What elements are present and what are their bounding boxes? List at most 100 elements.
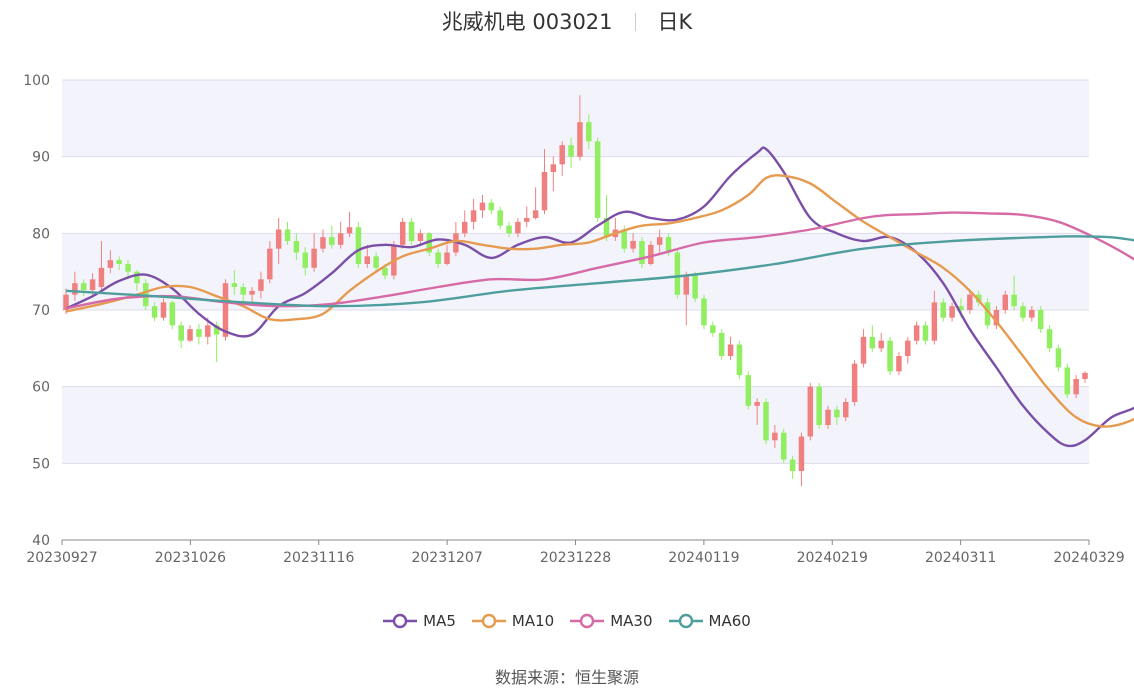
candle-body — [1064, 367, 1071, 395]
legend-label: MA30 — [610, 612, 653, 630]
candle-body — [284, 229, 291, 241]
candle-body — [834, 409, 840, 418]
legend-item-ma5[interactable]: MA5 — [383, 612, 456, 630]
candle-body — [922, 325, 929, 341]
candle-body — [222, 283, 229, 337]
candle-body — [311, 248, 317, 268]
candle-body — [683, 275, 690, 295]
candle-body — [515, 221, 521, 234]
candle-body — [506, 225, 512, 234]
candle-group — [63, 95, 1088, 487]
candle-body — [151, 306, 158, 318]
legend-item-ma30[interactable]: MA30 — [570, 612, 653, 630]
y-tick-label: 60 — [32, 380, 50, 396]
candle-body — [426, 233, 433, 253]
candle-body — [435, 252, 441, 264]
candle-body — [249, 290, 255, 295]
candle-body — [789, 459, 796, 471]
candle-body — [869, 336, 876, 349]
candle-body — [639, 241, 645, 264]
legend: MA5 MA10 MA30 MA60 — [0, 612, 1134, 633]
candle-body — [754, 402, 760, 406]
candle-body — [302, 252, 308, 268]
x-tick-label: 20231207 — [411, 550, 482, 566]
candle-body — [816, 386, 822, 425]
source-label: 数据来源： — [494, 668, 575, 687]
legend-marker-icon — [383, 613, 418, 629]
title-separator — [634, 13, 636, 31]
chart-title: 兆威机电 003021 日K — [0, 6, 1134, 36]
candle-body — [958, 306, 964, 310]
candle-body — [896, 356, 902, 372]
y-tick-label: 80 — [32, 226, 50, 242]
candle-body — [89, 279, 96, 291]
candle-body — [417, 233, 424, 241]
candle-body — [169, 302, 176, 326]
candle-body — [931, 302, 938, 341]
candle-body — [913, 325, 920, 341]
candle-body — [843, 402, 849, 418]
candle-body — [98, 267, 105, 287]
candle-body — [1020, 306, 1026, 318]
candle-body — [408, 221, 415, 241]
candle-body — [364, 256, 371, 264]
candle-body — [355, 227, 362, 264]
candle-body — [798, 436, 805, 471]
candle-body — [975, 294, 982, 303]
line-ma5 — [65, 146, 1134, 448]
source-line: 数据来源：恒生聚源 — [0, 664, 1134, 688]
candle-body — [178, 325, 184, 341]
candle-body — [1082, 372, 1088, 379]
candle-body — [1011, 294, 1017, 307]
candle-body — [1037, 310, 1044, 330]
source-name: 恒生聚源 — [575, 668, 640, 687]
candle-body — [984, 302, 991, 326]
candle-body — [196, 329, 202, 337]
candle-body — [665, 237, 672, 253]
candle-body — [231, 283, 238, 287]
y-tick-label: 40 — [32, 533, 50, 549]
candle-body — [107, 260, 114, 268]
candle-body — [1029, 310, 1035, 318]
candle-body — [187, 329, 193, 341]
candle-body — [701, 298, 707, 326]
candle-body — [780, 432, 787, 460]
legend-label: MA5 — [423, 612, 456, 630]
candle-body — [470, 210, 477, 222]
candle-body — [293, 241, 300, 253]
x-tick-label: 20230927 — [26, 550, 97, 566]
y-tick-label: 100 — [23, 73, 50, 89]
y-tick-label: 50 — [32, 456, 50, 472]
candle-body — [577, 122, 583, 157]
axes: 40 50 60 70 80 90 100 20230927 20231026 20231116 2… — [23, 73, 1124, 566]
line-ma60 — [65, 235, 1134, 308]
candle-body — [125, 264, 131, 272]
candle-body — [825, 409, 831, 425]
legend-item-ma10[interactable]: MA10 — [471, 612, 554, 630]
candle-body — [949, 306, 955, 318]
candle-body — [1055, 348, 1062, 368]
candle-body — [461, 221, 468, 234]
candle-body — [444, 252, 450, 264]
candle-body — [993, 310, 1000, 326]
legend-marker-icon — [668, 613, 703, 629]
y-tick-label: 70 — [32, 303, 50, 319]
line-ma30 — [65, 211, 1134, 310]
legend-item-ma60[interactable]: MA60 — [668, 612, 751, 630]
background-band — [62, 233, 1089, 310]
candle-body — [116, 260, 122, 264]
candle-body — [905, 340, 911, 356]
candle-body — [72, 283, 78, 295]
legend-label: MA60 — [708, 612, 751, 630]
candle-body — [488, 202, 495, 211]
legend-marker-icon — [570, 613, 605, 629]
candle-body — [329, 237, 335, 245]
candle-body — [320, 237, 326, 249]
legend-marker-icon — [471, 613, 506, 629]
candle-body — [63, 294, 69, 310]
candle-body — [763, 402, 769, 441]
candle-body — [594, 141, 601, 218]
candle-body — [878, 340, 884, 349]
candle-body — [586, 122, 592, 142]
x-tick-label: 20240311 — [925, 550, 996, 566]
